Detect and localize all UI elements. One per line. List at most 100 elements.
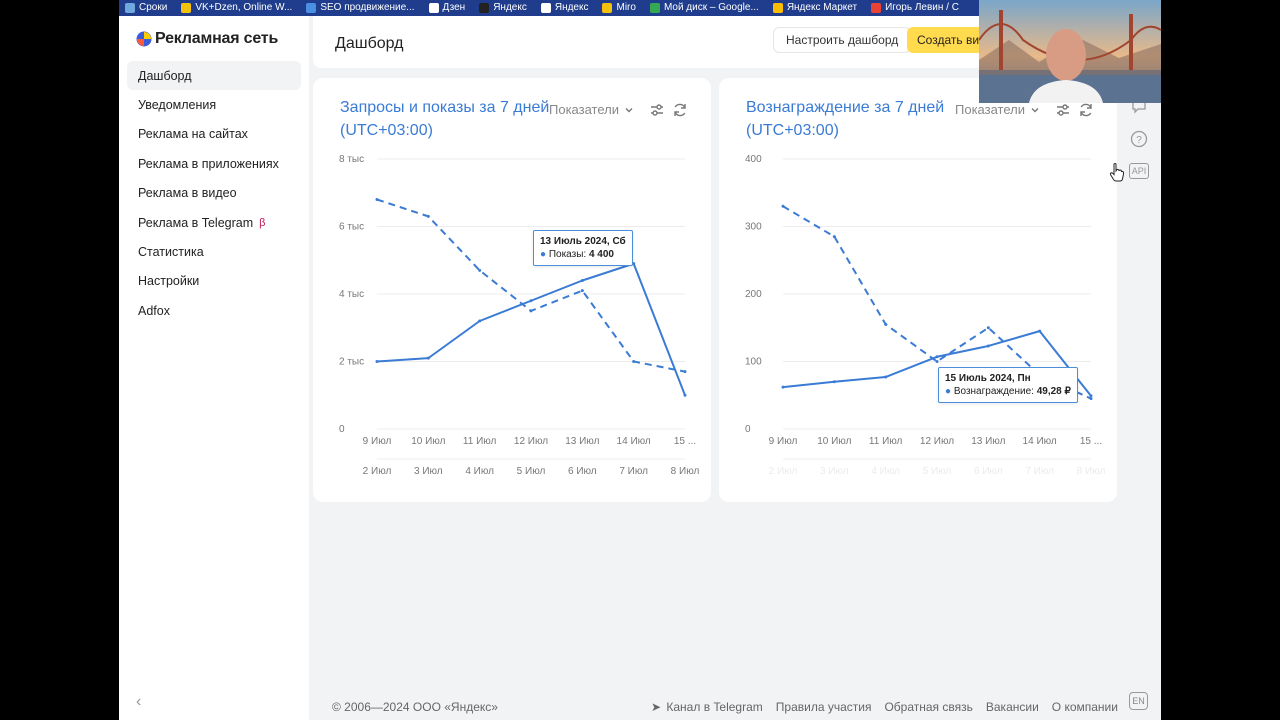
bookmark-favicon-icon (181, 3, 192, 13)
data-point (478, 319, 482, 323)
bookmark-item[interactable]: Мой диск – Google... (649, 3, 759, 13)
refresh-icon[interactable] (1078, 102, 1094, 118)
x-compare-tick-label: 7 Июл (1025, 466, 1054, 477)
telegram-icon: ➤ (651, 700, 665, 714)
refresh-icon[interactable] (672, 102, 688, 118)
chart-tooltip: 15 Июль 2024, Пн ● Вознаграждение: 49,28… (938, 367, 1078, 403)
sidebar-item-label: Реклама на сайтах (138, 127, 248, 142)
data-point (426, 356, 430, 360)
requests-impressions-widget: Запросы и показы за 7 дней (UTC+03:00) П… (313, 78, 711, 502)
sidebar-item[interactable]: Реклама в видео (127, 179, 301, 208)
x-tick-label: 14 Июл (1023, 436, 1057, 447)
x-compare-tick-label: 4 Июл (871, 466, 900, 477)
language-switch[interactable]: EN (1129, 692, 1148, 710)
sidebar-item[interactable]: Реклама на сайтах (127, 120, 301, 149)
bookmark-label: Дзен (442, 2, 466, 13)
bookmark-item[interactable]: VK+Dzen, Online W... (181, 3, 292, 13)
y-tick-label: 200 (745, 289, 762, 300)
bookmark-favicon-icon (479, 3, 490, 13)
footer-link[interactable]: О компании (1052, 700, 1118, 714)
x-tick-label: 12 Июл (920, 436, 954, 447)
bookmark-item[interactable]: Яндекс (479, 3, 527, 13)
bookmark-item[interactable]: Miro (602, 3, 636, 13)
bookmark-item[interactable]: SEO продвижение... (306, 3, 415, 13)
sidebar-item[interactable]: Уведомления (127, 90, 301, 119)
y-tick-label: 400 (745, 154, 762, 165)
data-point (1089, 394, 1093, 398)
data-point (529, 299, 533, 303)
sidebar-item[interactable]: Настройки (127, 267, 301, 296)
tooltip-date: 15 Июль 2024, Пн (945, 373, 1031, 384)
tooltip-label: Вознаграждение: (953, 386, 1034, 397)
widget-title: Вознаграждение за 7 дней (UTC+03:00) (746, 99, 945, 139)
settings-sliders-icon[interactable] (649, 102, 665, 118)
settings-sliders-icon[interactable] (1055, 102, 1071, 118)
data-point (580, 279, 584, 282)
footer-link[interactable]: Правила участия (776, 700, 872, 714)
data-point (781, 385, 785, 389)
svg-text:?: ? (1136, 135, 1142, 146)
x-tick-label: 13 Июл (971, 436, 1005, 447)
footer-link[interactable]: Обратная связь (884, 700, 972, 714)
reward-widget: Вознаграждение за 7 дней (UTC+03:00) Пок… (719, 78, 1117, 502)
y-tick-label: 8 тыс (339, 154, 364, 165)
sidebar-item[interactable]: Adfox (127, 296, 301, 325)
x-tick-label: 15 ... (1080, 436, 1102, 447)
metrics-select[interactable]: Показатели (549, 102, 633, 117)
api-icon[interactable]: API (1129, 163, 1149, 179)
logo[interactable]: Рекламная сеть (136, 30, 278, 48)
data-point (529, 309, 533, 313)
data-point (683, 393, 687, 397)
x-compare-tick-label: 2 Июл (769, 466, 798, 477)
sidebar-item[interactable]: Реклама в приложениях (127, 149, 301, 178)
configure-dashboard-button[interactable]: Настроить дашборд (773, 27, 912, 53)
data-point (1089, 397, 1093, 401)
bookmark-label: Сроки (139, 2, 168, 13)
footer-links: ➤ Канал в Telegram Правила участия Обратна… (651, 700, 1131, 714)
tooltip-date: 13 Июль 2024, Сб (540, 236, 626, 247)
help-icon[interactable]: ? (1130, 130, 1148, 148)
sidebar-item[interactable]: Реклама в Telegram β (127, 208, 301, 237)
sidebar-item[interactable]: Дашборд (127, 61, 301, 91)
x-compare-tick-label: 8 Июл (671, 466, 700, 477)
data-point (832, 235, 836, 239)
bookmark-label: VK+Dzen, Online W... (195, 2, 293, 13)
data-point (683, 370, 687, 374)
sidebar-nav: Дашборд Уведомления Реклама на сайтах Рекла… (127, 61, 301, 326)
footer-link-label: Правила участия (775, 700, 872, 714)
bookmark-item[interactable]: Игорь Левин / С (871, 3, 959, 13)
sidebar-item-label: Уведомления (138, 98, 217, 113)
sidebar-item-label: Статистика (138, 245, 204, 260)
tooltip-dot: ● (945, 386, 954, 397)
data-point (1038, 329, 1042, 333)
bookmark-favicon-icon (871, 3, 882, 13)
sidebar-item-label: Реклама в приложениях (138, 156, 279, 171)
x-compare-tick-label: 6 Июл (974, 466, 1003, 477)
bookmark-item[interactable]: Дзен (428, 2, 466, 13)
footer-link-label: Канал в Telegram (666, 700, 763, 714)
data-point (632, 262, 636, 266)
bookmark-favicon-icon (540, 3, 551, 13)
metrics-select[interactable]: Показатели (955, 102, 1039, 117)
comparison-series-line (376, 198, 686, 373)
logo-text: Рекламная сеть (155, 30, 279, 47)
data-point (884, 322, 888, 326)
bookmark-label: Яндекс Маркет (786, 2, 858, 13)
x-tick-label: 11 Июл (869, 436, 903, 447)
x-compare-tick-label: 2 Июл (363, 466, 392, 477)
bookmark-item[interactable]: Яндекс Маркет (772, 2, 858, 13)
sidebar-item[interactable]: Статистика (127, 237, 301, 266)
sidebar-item-label: Adfox (138, 303, 170, 318)
collapse-sidebar-icon[interactable]: ‹ (136, 693, 142, 710)
x-compare-tick-label: 6 Июл (568, 466, 597, 477)
x-compare-tick-label: 7 Июл (619, 466, 648, 477)
data-point (478, 268, 482, 272)
sidebar: Рекламная сеть Дашборд Уведомления Реклама… (119, 16, 309, 720)
bookmark-favicon-icon (602, 3, 613, 13)
footer-link[interactable]: Вакансии (986, 700, 1039, 714)
bookmark-item[interactable]: Сроки (125, 3, 167, 13)
bookmark-label: Игорь Левин / С (885, 2, 959, 13)
bookmark-label: Яндекс (554, 2, 589, 13)
bookmark-item[interactable]: Яндекс (540, 2, 589, 13)
footer-link[interactable]: ➤ Канал в Telegram (651, 700, 763, 714)
